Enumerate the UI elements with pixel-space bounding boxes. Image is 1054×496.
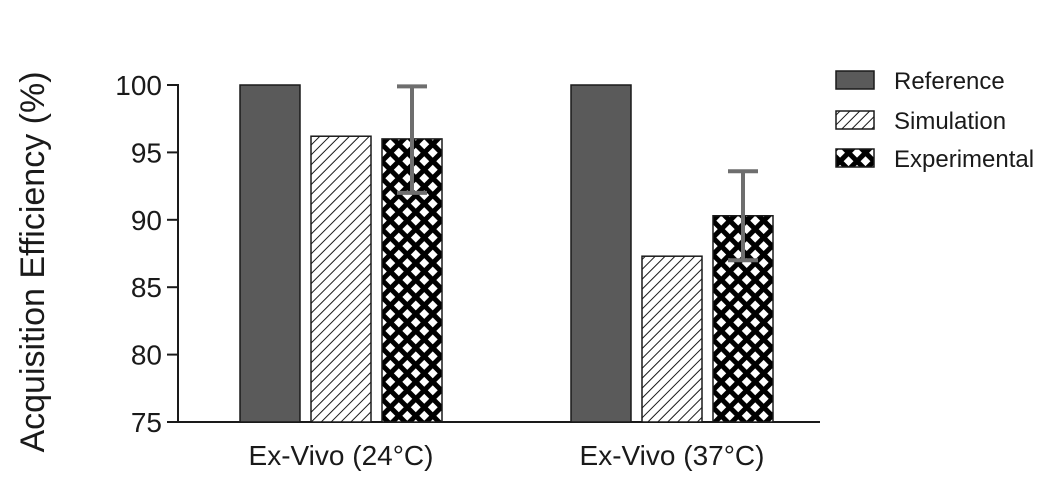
legend-swatch-reference	[835, 70, 875, 90]
bars	[239, 84, 774, 423]
legend-label-reference: Reference	[894, 68, 1005, 95]
bar-reference-2	[570, 84, 632, 423]
y-tick-label: 75	[131, 407, 162, 438]
legend-label-experimental: Experimental	[894, 146, 1034, 173]
legend-swatch-simulation	[835, 110, 875, 130]
legend: Reference Simulation Experimental	[835, 68, 1034, 173]
x-tick-labels: Ex-Vivo (24°C) Ex-Vivo (37°C)	[249, 440, 765, 471]
x-tick-label: Ex-Vivo (24°C)	[249, 440, 434, 471]
y-tick-label: 90	[131, 205, 162, 236]
y-tick-label: 95	[131, 137, 162, 168]
bar-reference-1	[239, 84, 301, 423]
bar-simulation-2	[641, 255, 703, 423]
y-tick-label: 80	[131, 340, 162, 371]
legend-label-simulation: Simulation	[894, 108, 1006, 135]
x-tick-label: Ex-Vivo (37°C)	[580, 440, 765, 471]
y-tick-label: 100	[115, 70, 162, 101]
error-bars	[397, 84, 758, 263]
legend-swatch-experimental	[835, 148, 875, 168]
y-axis-label: Acquisition Efficiency (%)	[14, 71, 52, 452]
axes: 75 80 85 90 95 100	[115, 70, 820, 438]
bar-simulation-1	[310, 135, 372, 423]
y-tick-label: 85	[131, 272, 162, 303]
